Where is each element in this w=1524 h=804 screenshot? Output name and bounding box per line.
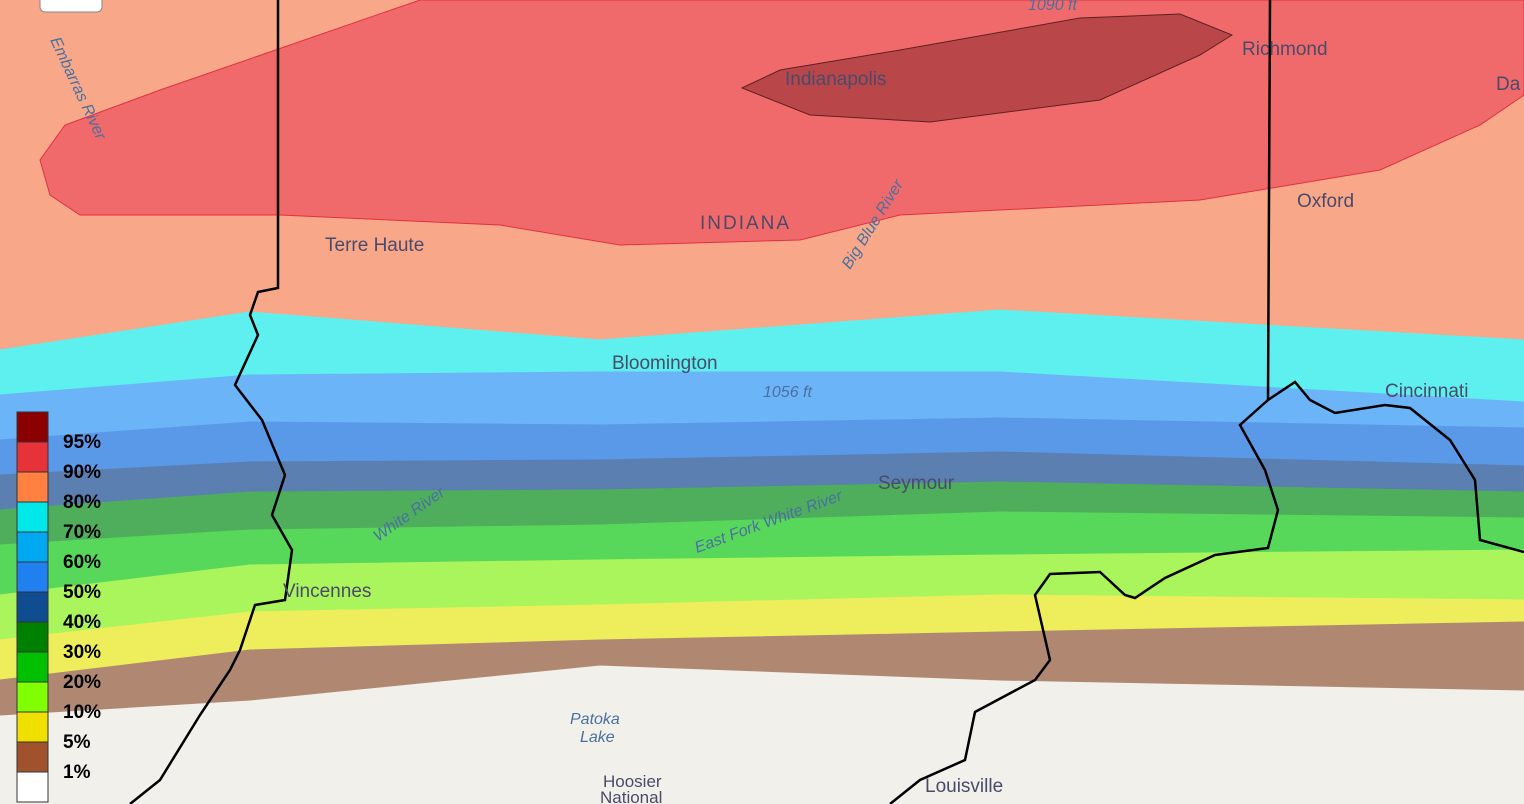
elevation-label: 1056 ft <box>763 384 812 401</box>
elevation-label: 1090 ft <box>1028 0 1077 14</box>
legend-swatch <box>16 411 49 443</box>
legend-label: 20% <box>63 672 101 693</box>
legend-label: 70% <box>63 522 101 543</box>
legend-swatch <box>16 441 49 473</box>
legend-label: 5% <box>63 732 91 753</box>
border <box>889 399 1280 804</box>
city-label: Terre Haute <box>325 235 424 256</box>
state-label: INDIANA <box>700 213 791 234</box>
forest-label: Hoosier <box>603 772 662 791</box>
legend: 95% 90% 80% 70% 60% 50% 40% 30% 20% 10% 5% 1% <box>16 411 101 803</box>
probability-band <box>0 621 1524 716</box>
legend-swatch <box>16 471 49 503</box>
legend-swatch <box>16 651 49 683</box>
lake-label: Lake <box>580 729 615 746</box>
city-label: Bloomington <box>612 353 718 374</box>
legend-label: 30% <box>63 642 101 663</box>
legend-label: 10% <box>63 702 101 723</box>
city-label: Seymour <box>878 473 955 494</box>
legend-swatch <box>16 771 49 803</box>
legend-label: 95% <box>63 432 101 453</box>
legend-swatch <box>16 501 49 533</box>
highest-probability-area <box>740 13 1234 123</box>
forest-label: National <box>600 788 662 804</box>
city-label: Louisville <box>925 776 1003 797</box>
city-label: Cincinnati <box>1385 381 1468 402</box>
legend-label: 80% <box>63 492 101 513</box>
border <box>1266 0 1524 554</box>
legend-label: 1% <box>63 762 91 783</box>
legend-swatch <box>16 591 49 623</box>
city-label: Da <box>1496 74 1521 95</box>
legend-swatch <box>16 621 49 653</box>
map-button[interactable] <box>39 0 103 13</box>
state-borders <box>129 0 1524 804</box>
legend-label: 90% <box>63 462 101 483</box>
legend-swatch <box>16 531 49 563</box>
legend-swatch <box>16 741 49 773</box>
legend-swatch <box>16 681 49 713</box>
legend-swatch <box>16 711 49 743</box>
city-label: Vincennes <box>283 581 371 602</box>
legend-swatch <box>16 561 49 593</box>
border <box>129 0 294 804</box>
city-label: Indianapolis <box>785 69 886 90</box>
city-label: Oxford <box>1297 191 1354 212</box>
lake-label: Patoka <box>570 711 620 728</box>
legend-label: 60% <box>63 552 101 573</box>
legend-label: 50% <box>63 582 101 603</box>
legend-label: 40% <box>63 612 101 633</box>
city-label: Richmond <box>1242 39 1328 60</box>
